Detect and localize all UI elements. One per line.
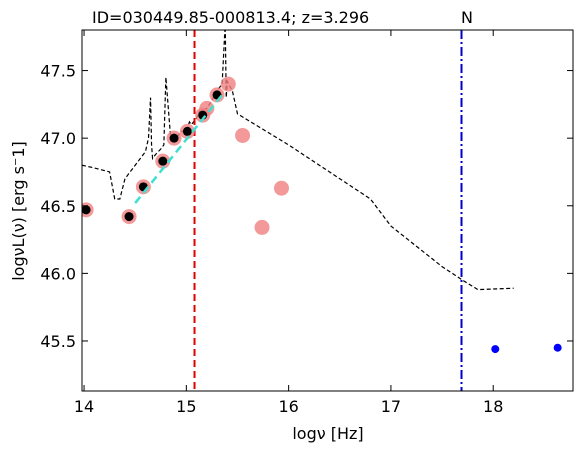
detection-point [82, 205, 91, 215]
xray-point [553, 343, 562, 352]
template-sed-line [82, 30, 514, 291]
photometry-point [235, 127, 251, 143]
powerlaw-fit-line [134, 94, 224, 204]
x-tick-label: 14 [74, 397, 94, 416]
y-tick-label: 45.5 [40, 332, 76, 351]
y-tick-label: 47.0 [40, 129, 76, 148]
x-axis-label: logν [Hz] [292, 424, 363, 443]
y-tick-label: 47.5 [40, 62, 76, 81]
photometry-point [254, 219, 270, 235]
x-tick-label: 18 [483, 397, 503, 416]
chart-annotation: N [461, 8, 473, 27]
detection-point [158, 156, 168, 166]
y-tick-label: 46.0 [40, 264, 76, 283]
y-axis-label: logνL(ν) [erg s⁻1] [9, 141, 28, 281]
detection-point [169, 133, 179, 143]
axis-ticks: 14 15 16 17 18 45.5 46.0 46.5 47.0 47.5 [40, 30, 573, 416]
x-tick-label: 17 [381, 397, 401, 416]
xray-point [491, 345, 500, 354]
x-tick-label: 16 [278, 397, 298, 416]
x-tick-label: 15 [176, 397, 196, 416]
detection-point [182, 126, 192, 136]
y-tick-label: 46.5 [40, 197, 76, 216]
plot-frame [81, 29, 574, 392]
photometry-point [220, 76, 236, 92]
chart-title: ID=030449.85-000813.4; z=3.296 [92, 8, 369, 27]
detection-point [124, 212, 134, 222]
photometry-point [273, 180, 289, 196]
plot-area [82, 30, 562, 391]
